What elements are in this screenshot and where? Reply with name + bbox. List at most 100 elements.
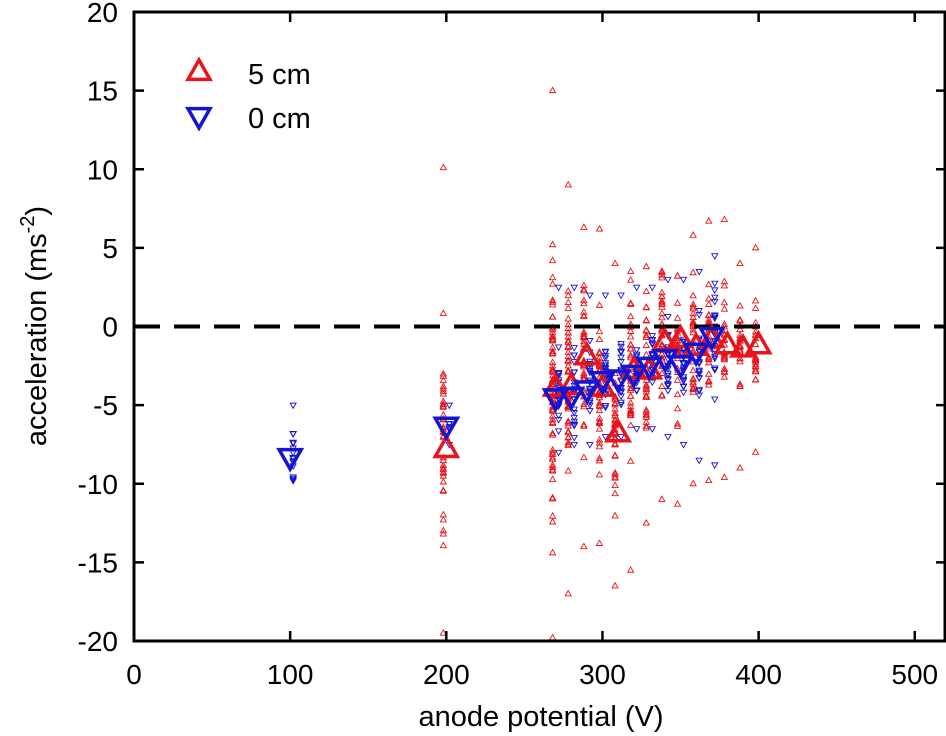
sample-point: [595, 301, 604, 308]
sample-point: [720, 277, 729, 285]
sample-point: [564, 314, 573, 322]
sample-point: [626, 267, 635, 274]
sample-point: [704, 377, 713, 385]
sample-point: [595, 442, 604, 450]
sample-point: [439, 461, 448, 468]
sample-point: [548, 347, 557, 354]
sample-point: [611, 393, 619, 401]
sample-point: [648, 333, 657, 340]
sample-point: [689, 320, 697, 328]
sample-point: [595, 438, 604, 446]
sample-point: [720, 352, 729, 360]
sample-point: [595, 353, 604, 361]
sample-point: [626, 398, 635, 406]
mean-point: [713, 329, 742, 355]
sample-point: [570, 441, 579, 449]
sample-point: [595, 425, 604, 432]
sample-point: [595, 539, 604, 546]
sample-point: [710, 253, 719, 260]
sample-point: [695, 367, 703, 375]
sample-point: [611, 511, 619, 519]
sample-point: [736, 325, 744, 333]
sample-point: [580, 371, 588, 378]
sample-point: [751, 243, 760, 251]
sample-point: [570, 345, 579, 352]
sample-point: [648, 340, 657, 348]
y-tick-label: 15: [87, 76, 118, 107]
sample-point: [704, 216, 713, 224]
mean-point: [635, 356, 664, 382]
sample-point: [289, 476, 297, 484]
sample-point: [689, 317, 697, 325]
legend-label-5cm: 5 cm: [248, 59, 311, 91]
legend-marker-0cm: [184, 106, 214, 132]
sample-point: [642, 303, 651, 311]
sample-point: [580, 402, 588, 410]
sample-point: [664, 372, 672, 380]
sample-point: [689, 388, 697, 395]
mean-point: [541, 388, 570, 413]
sample-point: [611, 489, 619, 497]
sample-point: [710, 462, 719, 470]
mean-point: [682, 342, 711, 368]
sample-point: [595, 402, 604, 409]
sample-point: [586, 441, 594, 449]
sample-point: [626, 340, 635, 348]
sample-point: [710, 315, 719, 323]
sample-point: [632, 284, 641, 292]
sample-point: [611, 409, 619, 416]
sample-point: [751, 365, 760, 373]
sample-point: [736, 463, 744, 471]
sample-point: [736, 380, 744, 387]
sample-point: [632, 347, 641, 354]
sample-point: [648, 426, 657, 433]
sample-point: [564, 356, 573, 363]
sample-point: [689, 325, 697, 333]
sample-point: [580, 285, 588, 293]
sample-point: [689, 318, 697, 326]
sample-point: [658, 292, 666, 300]
mean-point: [744, 329, 773, 355]
sample-point: [548, 279, 557, 287]
sample-point: [439, 541, 448, 549]
sample-point: [642, 408, 651, 415]
sample-point: [642, 326, 651, 333]
sample-point: [736, 301, 744, 309]
sample-point: [642, 422, 651, 429]
sample-point: [626, 384, 635, 391]
sample-point: [704, 380, 713, 388]
sample-point: [611, 470, 619, 478]
sample-point: [580, 330, 588, 337]
sample-point: [570, 382, 579, 390]
sample-point: [570, 369, 579, 377]
sample-point: [689, 366, 697, 374]
sample-point: [564, 589, 573, 597]
sample-point: [642, 350, 651, 358]
sample-point: [554, 428, 563, 436]
sample-point: [554, 412, 563, 420]
y-axis-label: acceleration (ms-2): [17, 206, 53, 446]
sample-point: [548, 415, 557, 423]
sample-point: [642, 384, 651, 392]
sample-point: [564, 366, 573, 374]
sample-point: [595, 335, 604, 342]
sample-point: [658, 267, 666, 274]
sample-point: [570, 406, 579, 414]
sample-point: [595, 224, 604, 232]
sample-point: [595, 327, 604, 335]
sample-point: [580, 281, 588, 289]
sample-point: [679, 389, 688, 397]
sample-point: [595, 398, 604, 406]
sample-point: [548, 273, 557, 281]
sample-point: [439, 486, 448, 494]
sample-point: [720, 354, 729, 362]
sample-point: [658, 268, 666, 276]
sample-point: [695, 269, 703, 276]
sample-point: [704, 355, 713, 363]
sample-point: [289, 478, 297, 485]
sample-point: [648, 341, 657, 349]
sample-point: [626, 299, 635, 306]
x-tick-label: 200: [423, 659, 470, 690]
x-axis-label: anode potential (V): [418, 701, 663, 733]
